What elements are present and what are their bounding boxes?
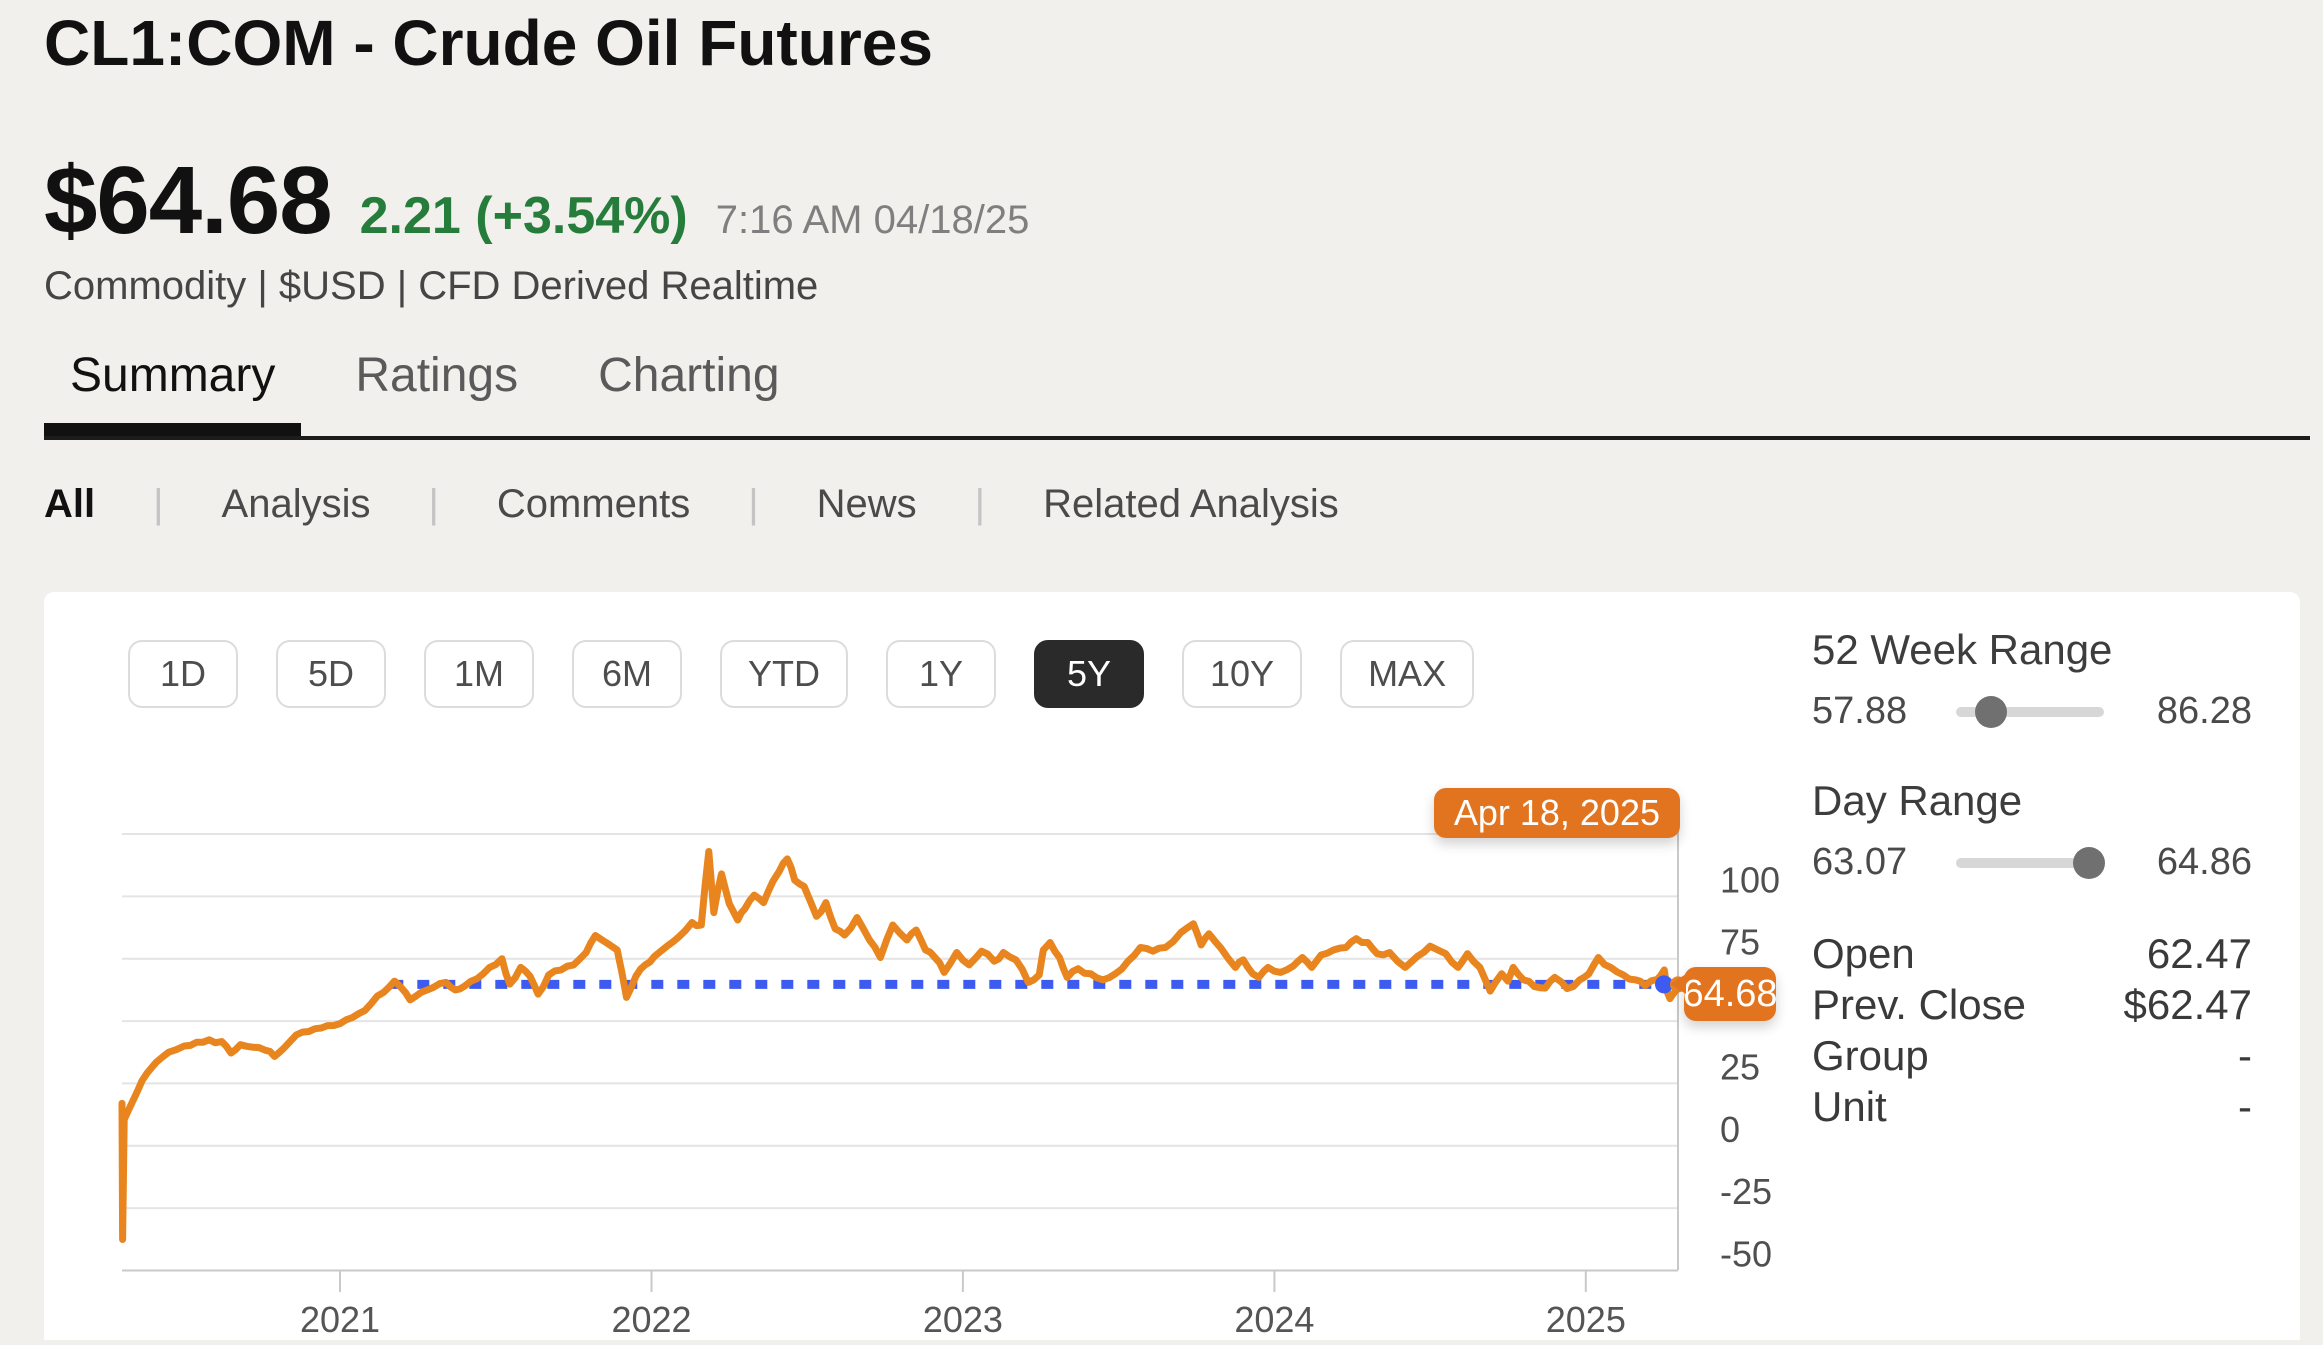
- stat-row-open: Open 62.47: [1812, 928, 2252, 979]
- tabs-divider: [44, 436, 2310, 440]
- main-tabs: Summary Ratings Charting: [44, 348, 834, 439]
- week52-knob: [1975, 695, 2008, 728]
- day-high-value: 64.86: [2156, 841, 2252, 883]
- subtab-separator: |: [974, 482, 986, 526]
- day-track: [1956, 846, 2106, 879]
- subtab-news[interactable]: News: [816, 482, 917, 526]
- tab-summary[interactable]: Summary: [44, 348, 302, 439]
- day-knob: [2073, 846, 2106, 879]
- y-tick-label--25: -25: [1720, 1171, 1772, 1212]
- x-tick-label-2023: 2023: [923, 1299, 1003, 1340]
- subtab-all[interactable]: All: [44, 482, 96, 526]
- reference-end-dot: [1655, 975, 1673, 994]
- x-tick-label-2022: 2022: [611, 1299, 691, 1340]
- price-change: 2.21 (+3.54%): [359, 187, 688, 245]
- price-row: $64.68 2.21 (+3.54%) 7:16 AM 04/18/25: [44, 146, 1029, 256]
- stat-row-value: 62.47: [2146, 929, 2252, 977]
- stat-rows: Open 62.47 Prev. Close $62.47 Group - Unit -: [1812, 928, 2252, 1132]
- current-price: $64.68: [44, 147, 333, 254]
- y-tick-label--50: -50: [1720, 1234, 1772, 1275]
- subtab-related-analysis[interactable]: Related Analysis: [1043, 482, 1339, 526]
- price-line: [118, 848, 1682, 1243]
- content-subtabs: All | Analysis | Comments | News | Related Analy…: [44, 482, 1339, 527]
- stat-row-value: -: [2238, 1031, 2252, 1079]
- y-tick-label-75: 75: [1720, 922, 1760, 963]
- week52-range-label: 52 Week Range: [1812, 626, 2113, 673]
- stat-row-label: Open: [1812, 929, 1915, 977]
- chart-tooltip-date-badge: Apr 18, 2025: [1433, 788, 1680, 838]
- range-button-5y[interactable]: 5Y: [1034, 640, 1144, 708]
- subtab-comments[interactable]: Comments: [496, 482, 691, 526]
- tab-ratings[interactable]: Ratings: [355, 349, 519, 402]
- x-tick-label-2021: 2021: [300, 1299, 380, 1340]
- stat-row-unit: Unit -: [1812, 1081, 2252, 1132]
- week52-range-slider: 57.88 86.28: [1812, 690, 2252, 733]
- stat-row-label: Unit: [1812, 1082, 1887, 1130]
- range-button-ytd[interactable]: YTD: [720, 640, 848, 708]
- stat-row-value: -: [2238, 1082, 2252, 1130]
- x-tick-label-2025: 2025: [1546, 1299, 1626, 1340]
- day-low-value: 63.07: [1812, 841, 1908, 883]
- subtab-analysis[interactable]: Analysis: [221, 482, 371, 526]
- week52-low-value: 57.88: [1812, 690, 1908, 732]
- stat-row-label: Group: [1812, 1031, 1929, 1079]
- week52-track: [1956, 695, 2104, 728]
- quote-timestamp: 7:16 AM 04/18/25: [715, 198, 1030, 242]
- time-range-selector: 1D 5D 1M 6M YTD 1Y 5Y 10Y MAX: [128, 640, 1475, 708]
- range-button-1m[interactable]: 1M: [424, 640, 534, 708]
- range-button-5d[interactable]: 5D: [276, 640, 386, 708]
- subtab-separator: |: [748, 482, 759, 526]
- week52-high-value: 86.28: [2156, 690, 2252, 732]
- stat-row-prev-close: Prev. Close $62.47: [1812, 979, 2252, 1030]
- range-button-6m[interactable]: 6M: [572, 640, 682, 708]
- y-tick-label-25: 25: [1720, 1046, 1760, 1087]
- range-button-1y[interactable]: 1Y: [886, 640, 996, 708]
- tab-charting[interactable]: Charting: [598, 349, 780, 402]
- x-tick-label-2024: 2024: [1234, 1299, 1314, 1340]
- range-button-max[interactable]: MAX: [1340, 640, 1475, 708]
- quote-card: 202120222023202420251007550250-25-50 1D5…: [44, 592, 2300, 1340]
- y-tick-label-0: 0: [1720, 1109, 1740, 1150]
- day-range-label: Day Range: [1812, 777, 2023, 824]
- last-price-badge: 64.68: [1670, 967, 1778, 1021]
- y-tick-label-100: 100: [1720, 859, 1780, 900]
- subtab-separator: |: [153, 482, 164, 526]
- range-button-10y[interactable]: 10Y: [1182, 640, 1303, 708]
- page-title: CL1:COM - Crude Oil Futures: [44, 7, 933, 79]
- stat-row-label: Prev. Close: [1812, 980, 2026, 1028]
- subtab-separator: |: [428, 482, 439, 526]
- day-range-slider: 63.07 64.86: [1812, 841, 2252, 884]
- stats-panel: 52 Week Range 57.88 86.28 Day Range 63.0…: [1812, 626, 2252, 1132]
- range-button-1d[interactable]: 1D: [128, 640, 238, 708]
- instrument-meta: Commodity | $USD | CFD Derived Realtime: [44, 264, 819, 308]
- stat-row-value: $62.47: [2123, 980, 2252, 1028]
- stat-row-group: Group -: [1812, 1030, 2252, 1081]
